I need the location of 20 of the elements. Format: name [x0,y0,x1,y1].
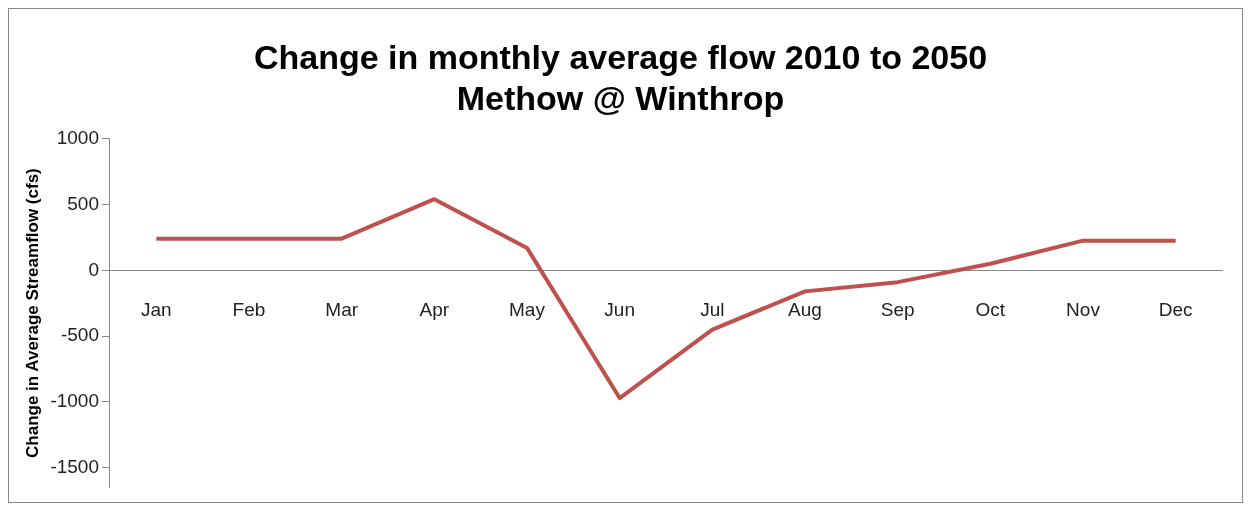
x-tick-label: Jul [700,298,725,320]
y-axis-title: Change in Average Streamflow (cfs) [22,168,42,458]
y-tick-label: 1000 [56,126,99,148]
x-tick-label: Mar [325,298,359,320]
x-tick-label: Oct [975,298,1006,320]
y-tick-label: -1000 [50,390,99,412]
x-tick-label: Aug [788,298,822,320]
x-tick-label: Sep [880,298,915,320]
x-tick-label: Dec [1158,298,1193,320]
y-tick-label: 0 [88,258,99,280]
chart-title: Change in monthly average flow 2010 to 2050 Methow @ Winthrop [253,37,988,117]
x-tick-label: Nov [1066,298,1101,320]
x-tick-label: Apr [419,298,450,320]
x-tick-label: Jun [604,298,635,320]
x-tick-label: Feb [232,298,266,320]
x-tick-label: May [509,298,546,320]
y-tick-label: -500 [60,324,99,346]
y-tick-label: -1500 [50,456,99,478]
x-tick-label: Jan [141,298,172,320]
y-tick-label: 500 [67,192,99,214]
